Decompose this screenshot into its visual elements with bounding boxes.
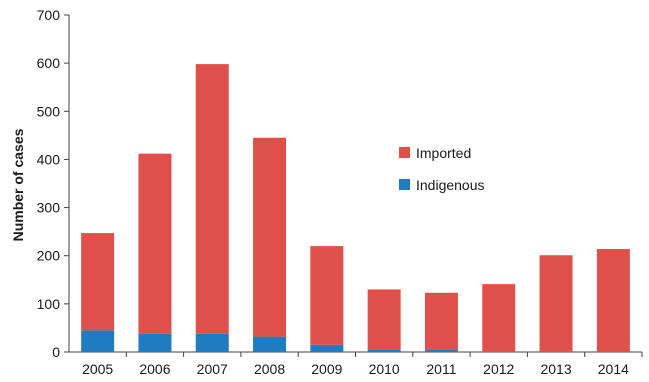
x-tick-label-2013: 2013	[540, 361, 571, 377]
x-tick-label-2010: 2010	[369, 361, 400, 377]
x-tick-label-2007: 2007	[197, 361, 228, 377]
bar-imported-2014	[596, 248, 630, 352]
y-axis-ticks: 0 100 200 300 400 500 600 700	[37, 7, 69, 360]
x-tick-label-2006: 2006	[139, 361, 170, 377]
legend-swatch-indigenous	[399, 179, 410, 190]
x-tick-label-2008: 2008	[254, 361, 285, 377]
legend: Imported Indigenous	[399, 145, 485, 193]
y-tick-label: 300	[37, 200, 61, 216]
x-tick-label-2005: 2005	[82, 361, 113, 377]
legend-swatch-imported	[399, 147, 410, 158]
y-tick-label: 0	[52, 344, 60, 360]
x-tick-label-2014: 2014	[598, 361, 629, 377]
bar-imported-2005	[81, 233, 115, 331]
bar-imported-2007	[195, 64, 229, 334]
bar-imported-2006	[138, 153, 172, 334]
x-tick-label-2009: 2009	[311, 361, 342, 377]
legend-label-indigenous: Indigenous	[416, 177, 485, 193]
y-tick-label: 200	[37, 248, 61, 264]
bar-imported-2009	[310, 246, 344, 345]
x-tick-label-2012: 2012	[483, 361, 514, 377]
bar-imported-2013	[539, 255, 573, 352]
y-tick-label: 100	[37, 296, 61, 312]
bars	[81, 64, 630, 352]
x-axis-labels: 2005 2006 2007 2008 2009 2010 2011 2012 2013 2014	[82, 352, 643, 377]
bar-indigenous-2008	[253, 336, 287, 352]
y-tick-label: 700	[37, 7, 61, 23]
x-tick-label-2011: 2011	[426, 361, 456, 377]
bar-imported-2008	[253, 137, 287, 337]
y-tick-label: 600	[37, 55, 61, 71]
bar-imported-2012	[482, 284, 516, 352]
bar-indigenous-2005	[81, 330, 115, 352]
y-tick-label: 500	[37, 103, 61, 119]
y-tick-label: 400	[37, 151, 61, 167]
bar-indigenous-2006	[138, 333, 172, 352]
bar-indigenous-2007	[195, 333, 229, 352]
legend-label-imported: Imported	[416, 145, 471, 161]
y-axis-title: Number of cases	[10, 128, 26, 241]
bar-imported-2010	[367, 289, 401, 350]
bar-indigenous-2011	[424, 349, 458, 352]
bar-indigenous-2009	[310, 344, 344, 352]
bar-indigenous-2010	[367, 349, 401, 352]
bar-imported-2011	[424, 292, 458, 350]
